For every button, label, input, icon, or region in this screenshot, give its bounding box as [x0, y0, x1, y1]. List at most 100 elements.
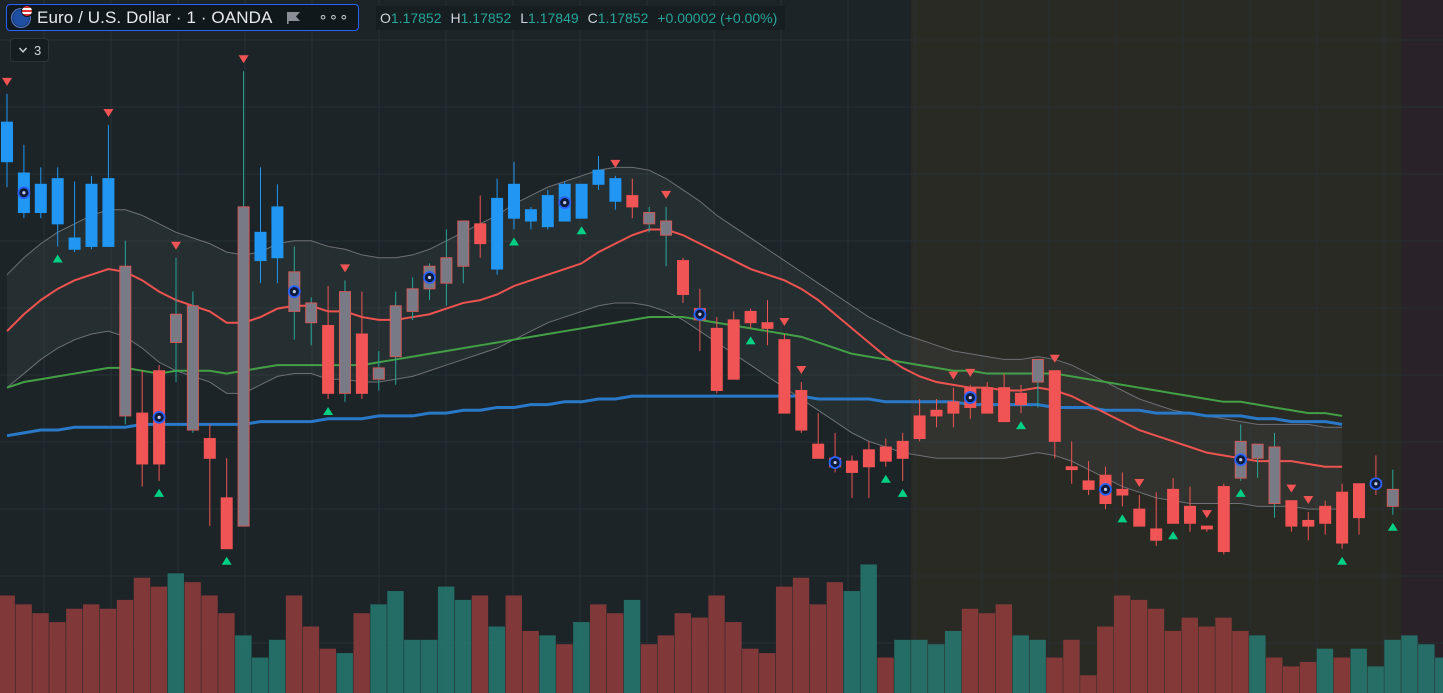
sell-signal-icon [1303, 495, 1314, 504]
buy-signal-icon [221, 556, 232, 565]
candle-body [727, 319, 740, 380]
mid-ma-line [6, 316, 1343, 417]
candle-body [1015, 392, 1027, 406]
indicators-collapse-button[interactable]: 3 [10, 38, 50, 62]
volume-bar [1080, 675, 1097, 693]
candle-body [1133, 508, 1146, 527]
candle-body [1217, 486, 1230, 553]
volume-bar [387, 591, 404, 693]
volume-bar [488, 626, 506, 693]
sell-signal-icon [238, 55, 249, 64]
candle-body [203, 438, 216, 459]
candle-body [34, 183, 47, 214]
volume-bar [1266, 657, 1283, 693]
pivot-marker-dot [1103, 487, 1108, 491]
volume-bar [674, 613, 691, 693]
candle-body [85, 183, 98, 247]
candle-body [322, 325, 335, 394]
volume-bar [66, 608, 83, 693]
candle-body [812, 443, 825, 459]
volume-bar [404, 639, 421, 693]
sell-signal-icon [2, 77, 12, 86]
candle-body [406, 288, 419, 312]
volume-bar [691, 617, 708, 693]
sell-signal-icon [965, 368, 976, 377]
candle-body [795, 390, 808, 431]
candle-body [457, 220, 470, 267]
candle-body [626, 195, 639, 208]
volume-bar [928, 644, 945, 693]
volume-bar [657, 635, 675, 693]
candle-body [51, 178, 64, 225]
ohlc-low: L1.17849 [520, 10, 579, 26]
candle-body [541, 195, 554, 228]
session-background [0, 0, 911, 693]
volume-bar [201, 595, 218, 693]
volume-bar [708, 595, 725, 693]
more-dots-icon[interactable]: ∘∘∘ [318, 9, 350, 26]
candle-body [660, 220, 673, 236]
symbol-title[interactable]: Euro / U.S. Dollar · 1 · OANDA [37, 7, 273, 27]
volume-bar [1316, 648, 1334, 693]
candle-body [609, 178, 622, 202]
ohlc-readout: O1.17852 H1.17852 L1.17849 C1.17852 +0.0… [376, 6, 786, 30]
volume-bar [1384, 639, 1401, 693]
candle-body [1, 121, 13, 163]
sell-signal-icon [796, 366, 807, 375]
pivot-marker-dot [833, 460, 837, 465]
candle-body [339, 291, 351, 394]
volume-bar [150, 586, 168, 693]
sell-signal-icon [661, 190, 672, 199]
candle-body [761, 322, 774, 329]
pivot-marker-dot [292, 290, 296, 294]
buy-signal-icon [52, 254, 63, 263]
sell-signal-icon [948, 371, 959, 380]
candle-body [271, 206, 284, 259]
candle-body [913, 415, 926, 440]
buy-signal-icon [323, 406, 334, 415]
volume-bar [725, 622, 742, 693]
sell-signal-icon [1286, 484, 1297, 493]
candle-body [508, 183, 520, 219]
candle-body [947, 401, 960, 414]
volume-bar [285, 595, 303, 693]
volume-bar [911, 639, 928, 693]
volume-bar [0, 595, 15, 693]
candle-body [474, 223, 487, 245]
sell-signal-icon [1049, 354, 1060, 363]
buy-signal-icon [880, 474, 891, 483]
candle-body [677, 260, 689, 295]
candle-body [355, 333, 368, 394]
volume-bar [319, 648, 337, 693]
volume-bar [83, 604, 100, 693]
candle-body [186, 305, 199, 431]
volume-bar [1012, 635, 1029, 693]
volume-bar [860, 564, 877, 693]
session-background [911, 0, 1402, 693]
volume-bar [573, 622, 590, 693]
volume-bar [1249, 635, 1266, 693]
candle-body [220, 497, 233, 550]
candle-body [170, 313, 182, 343]
candle-body [389, 305, 402, 358]
buy-signal-icon [1168, 531, 1179, 540]
candle-body [846, 460, 858, 473]
sell-signal-icon [103, 108, 114, 117]
volume-bar [1164, 630, 1182, 693]
candle-body [1319, 505, 1332, 524]
candle-body [119, 265, 132, 417]
volume-bar [995, 604, 1013, 693]
candle-body [778, 339, 791, 414]
flag-marker-icon[interactable] [286, 11, 302, 25]
symbol-title-bar[interactable]: Euro / U.S. Dollar · 1 · OANDA ∘∘∘ [6, 4, 359, 31]
volume-bar [843, 591, 860, 693]
buy-signal-icon [509, 237, 519, 246]
volume-bar [1232, 630, 1249, 693]
buy-signal-icon [1016, 421, 1026, 430]
volume-bar [894, 639, 911, 693]
candle-body [136, 412, 149, 465]
volume-bar [623, 599, 641, 693]
volume-bar [606, 613, 624, 693]
